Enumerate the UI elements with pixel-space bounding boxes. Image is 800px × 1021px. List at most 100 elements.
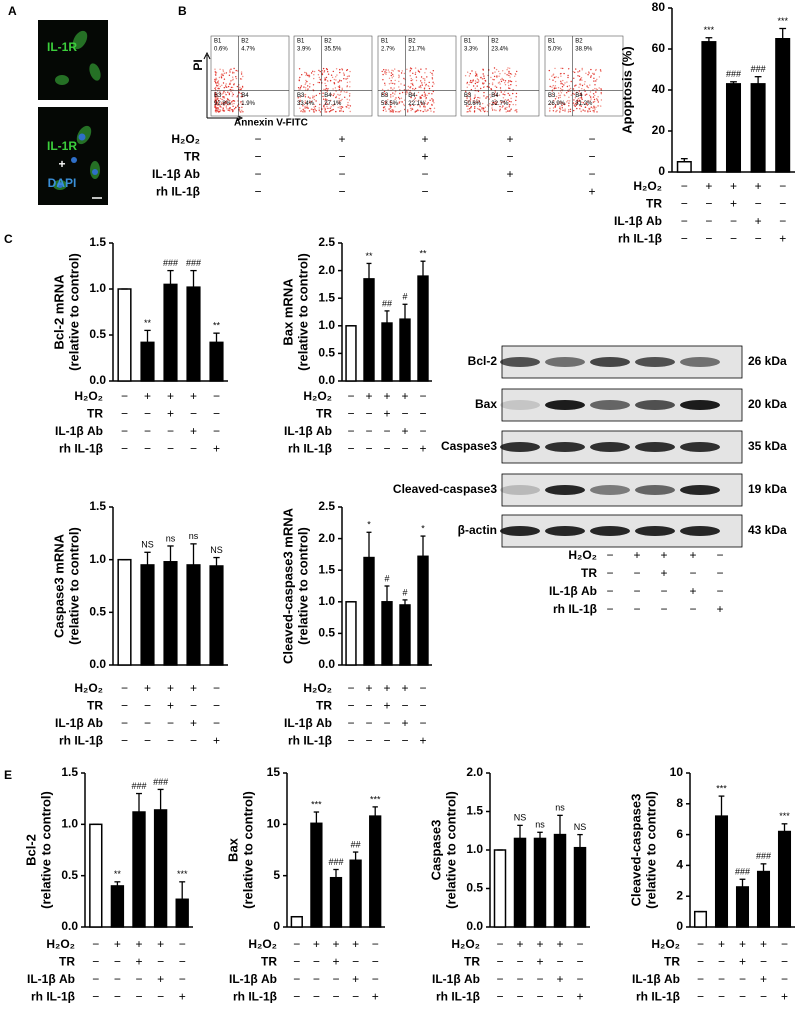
flow-dot (431, 77, 433, 79)
flow-dot (413, 104, 415, 107)
flow-dot (573, 99, 575, 101)
flow-axes (203, 51, 244, 122)
flow-dot (424, 72, 426, 74)
blot-band (635, 400, 675, 410)
flow-dot (493, 79, 495, 81)
flow-dot (575, 104, 577, 107)
flow-dot (339, 105, 341, 108)
bar (186, 286, 201, 382)
flow-dot (584, 81, 586, 83)
flow-dot (388, 77, 391, 80)
flow-dot (489, 94, 491, 96)
treatment-label: rh IL-1β (233, 990, 277, 1004)
treatment-sign: − (730, 214, 737, 228)
flow-dot (584, 94, 587, 96)
flow-dot (508, 84, 510, 87)
flow-dot (232, 78, 234, 81)
flow-dot (424, 110, 426, 112)
flow-dot (406, 92, 408, 94)
flow-dot (414, 87, 417, 90)
panel-label: B (178, 4, 187, 18)
flow-dot (215, 111, 217, 113)
flow-dot (304, 71, 306, 74)
y-axis-label: (relative to control) (66, 527, 81, 645)
quadrant-value: 31.2% (575, 101, 593, 107)
bar (756, 870, 771, 928)
flow-dot (301, 110, 304, 113)
treatment-sign: − (576, 955, 583, 969)
flow-dot (508, 106, 510, 108)
flow-dot (403, 103, 405, 106)
bar (329, 876, 343, 928)
flow-dot (319, 103, 321, 106)
treatment-sign: − (92, 990, 99, 1004)
flow-dot (476, 75, 478, 77)
flow-dot (567, 111, 570, 113)
flow-dot (398, 98, 401, 100)
treatment-sign: − (760, 990, 767, 1004)
treatment-sign: − (121, 716, 128, 730)
flow-dot (348, 95, 351, 97)
flow-dot (474, 71, 477, 73)
y-tick-label: 0.5 (89, 327, 106, 341)
flow-dot (223, 102, 225, 105)
flow-dot (553, 100, 555, 102)
flow-dot (580, 77, 583, 79)
flow-dot (231, 101, 233, 103)
bar (140, 341, 155, 382)
treatment-sign: − (121, 424, 128, 438)
flow-dot (388, 108, 390, 110)
significance: ** (144, 318, 152, 328)
flow-dot (221, 109, 224, 112)
flow-dot (343, 78, 345, 80)
flow-dot (562, 109, 564, 112)
treatment-sign: + (556, 972, 563, 986)
flow-dot (331, 76, 334, 79)
treatment-sign: − (332, 990, 339, 1004)
bar (417, 275, 429, 382)
flow-dot (476, 107, 479, 110)
flow-dot (336, 74, 338, 76)
flow-dot (552, 107, 555, 109)
treatment-sign: − (739, 990, 746, 1004)
flow-dot (574, 97, 577, 99)
flow-dot (421, 84, 423, 86)
treatment-label: TR (646, 197, 662, 211)
flow-dot (582, 109, 584, 111)
flow-dot (324, 77, 326, 79)
flow-dot (390, 87, 392, 89)
flow-dot (303, 86, 305, 88)
treatment-sign: − (213, 424, 220, 438)
flow-dot (328, 111, 331, 113)
flow-dot (298, 78, 300, 81)
flow-dot (338, 85, 341, 87)
flow-dot (432, 70, 434, 72)
flow-dot (417, 109, 420, 112)
treatment-sign: − (332, 972, 339, 986)
flow-dot (419, 96, 421, 98)
treatment-sign: + (739, 955, 746, 969)
flow-dot (299, 96, 301, 99)
treatment-sign: − (144, 407, 151, 421)
blot-size: 43 kDa (748, 523, 787, 537)
treatment-sign: + (419, 442, 426, 456)
treatment-sign: + (213, 734, 220, 748)
flow-dot (486, 104, 489, 106)
flow-dot (339, 100, 341, 102)
treatment-sign: − (254, 150, 261, 164)
flow-dot (349, 70, 351, 73)
flow-dot (491, 107, 493, 109)
flow-dot (226, 100, 228, 102)
flow-dot (323, 71, 325, 73)
flow-dot (215, 86, 217, 89)
flow-dot (467, 108, 469, 110)
flow-dot (501, 101, 503, 104)
flow-dot (552, 74, 554, 76)
treatment-sign: − (421, 167, 428, 181)
significance: ### (186, 258, 201, 268)
treatment-sign: − (760, 955, 767, 969)
flow-dot (499, 87, 502, 89)
flow-dot (559, 102, 561, 105)
flow-dot (593, 98, 596, 101)
treatment-sign: − (179, 937, 186, 951)
